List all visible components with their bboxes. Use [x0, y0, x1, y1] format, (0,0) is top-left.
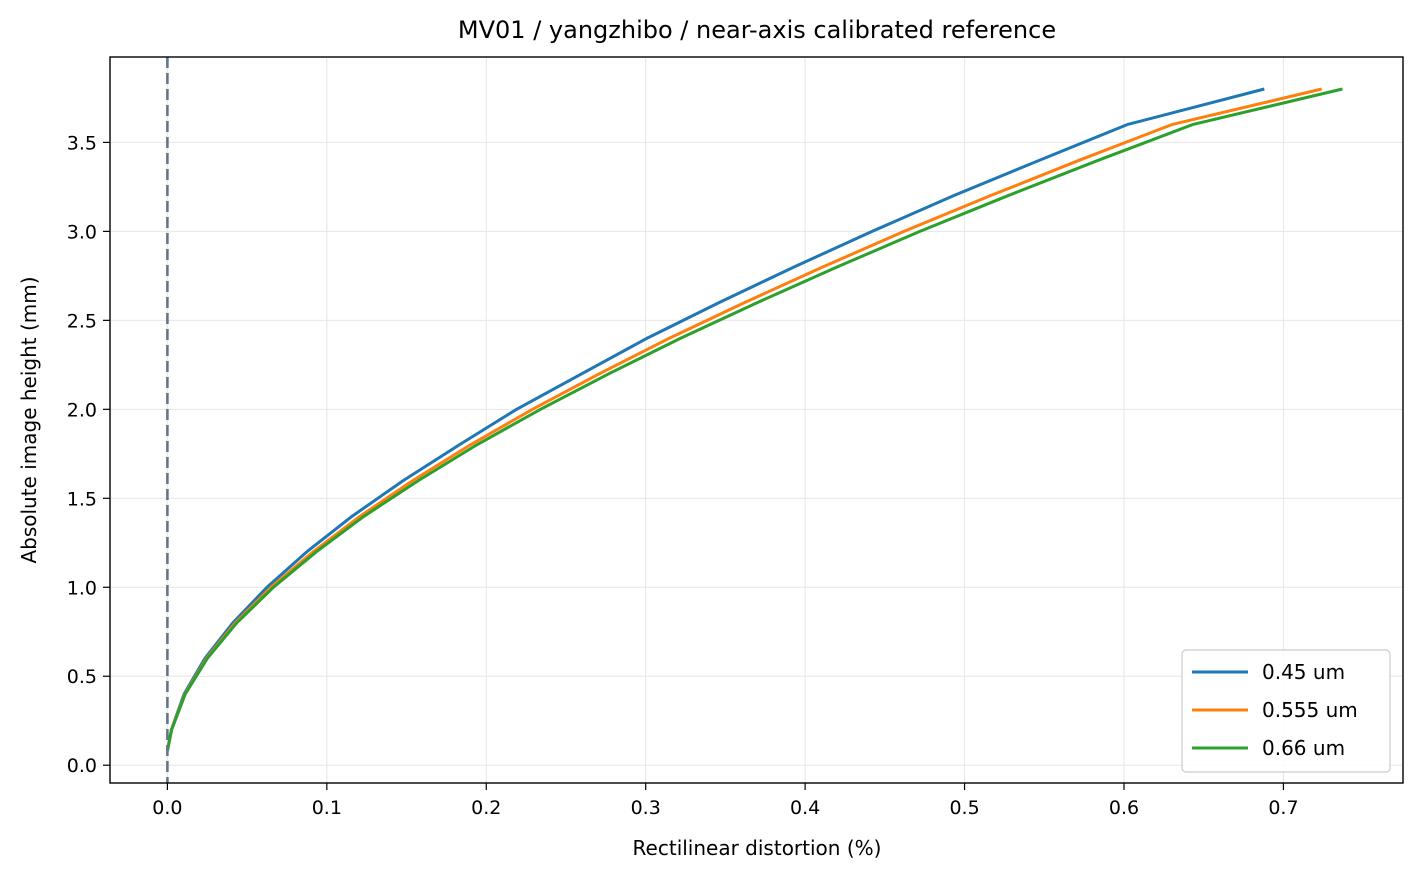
- x-tick-label: 0.3: [631, 797, 661, 819]
- plot-frame: [109, 56, 1404, 784]
- y-axis-label: Absolute image height (mm): [17, 276, 41, 563]
- x-tick-label: 0.0: [152, 797, 182, 819]
- plot-series: [165, 87, 1343, 752]
- legend-label: 0.555 um: [1262, 698, 1358, 722]
- legend-box: [1181, 649, 1391, 773]
- y-tick-label: 3.5: [67, 132, 97, 154]
- x-axis-ticks: 0.0 0.1 0.2 0.3 0.4 0.5 0.6 0.7: [152, 783, 1299, 819]
- y-tick-label: 1.5: [67, 488, 97, 510]
- legend: 0.45 um 0.555 um 0.66 um: [1181, 649, 1391, 773]
- y-tick-label: 2.0: [67, 399, 97, 421]
- x-tick-label: 0.1: [312, 797, 342, 819]
- x-axis-label: Rectilinear distortion (%): [633, 836, 882, 860]
- x-tick-label: 0.2: [471, 797, 501, 819]
- y-axis-ticks: 0.0 0.5 1.0 1.5 2.0 2.5 3.0 3.5: [67, 132, 110, 777]
- x-tick-label: 0.7: [1268, 797, 1298, 819]
- y-tick-label: 1.0: [67, 577, 97, 599]
- y-tick-label: 3.0: [67, 221, 97, 243]
- x-tick-label: 0.5: [949, 797, 979, 819]
- y-tick-label: 2.5: [67, 310, 97, 332]
- x-tick-label: 0.4: [790, 797, 820, 819]
- y-tick-label: 0.0: [67, 755, 97, 777]
- chart-title: MV01 / yangzhibo / near-axis calibrated …: [458, 16, 1056, 44]
- y-tick-label: 0.5: [67, 666, 97, 688]
- x-tick-label: 0.6: [1109, 797, 1139, 819]
- legend-label: 0.66 um: [1262, 736, 1345, 760]
- legend-label: 0.45 um: [1262, 660, 1345, 684]
- series-line-3: [165, 87, 1343, 752]
